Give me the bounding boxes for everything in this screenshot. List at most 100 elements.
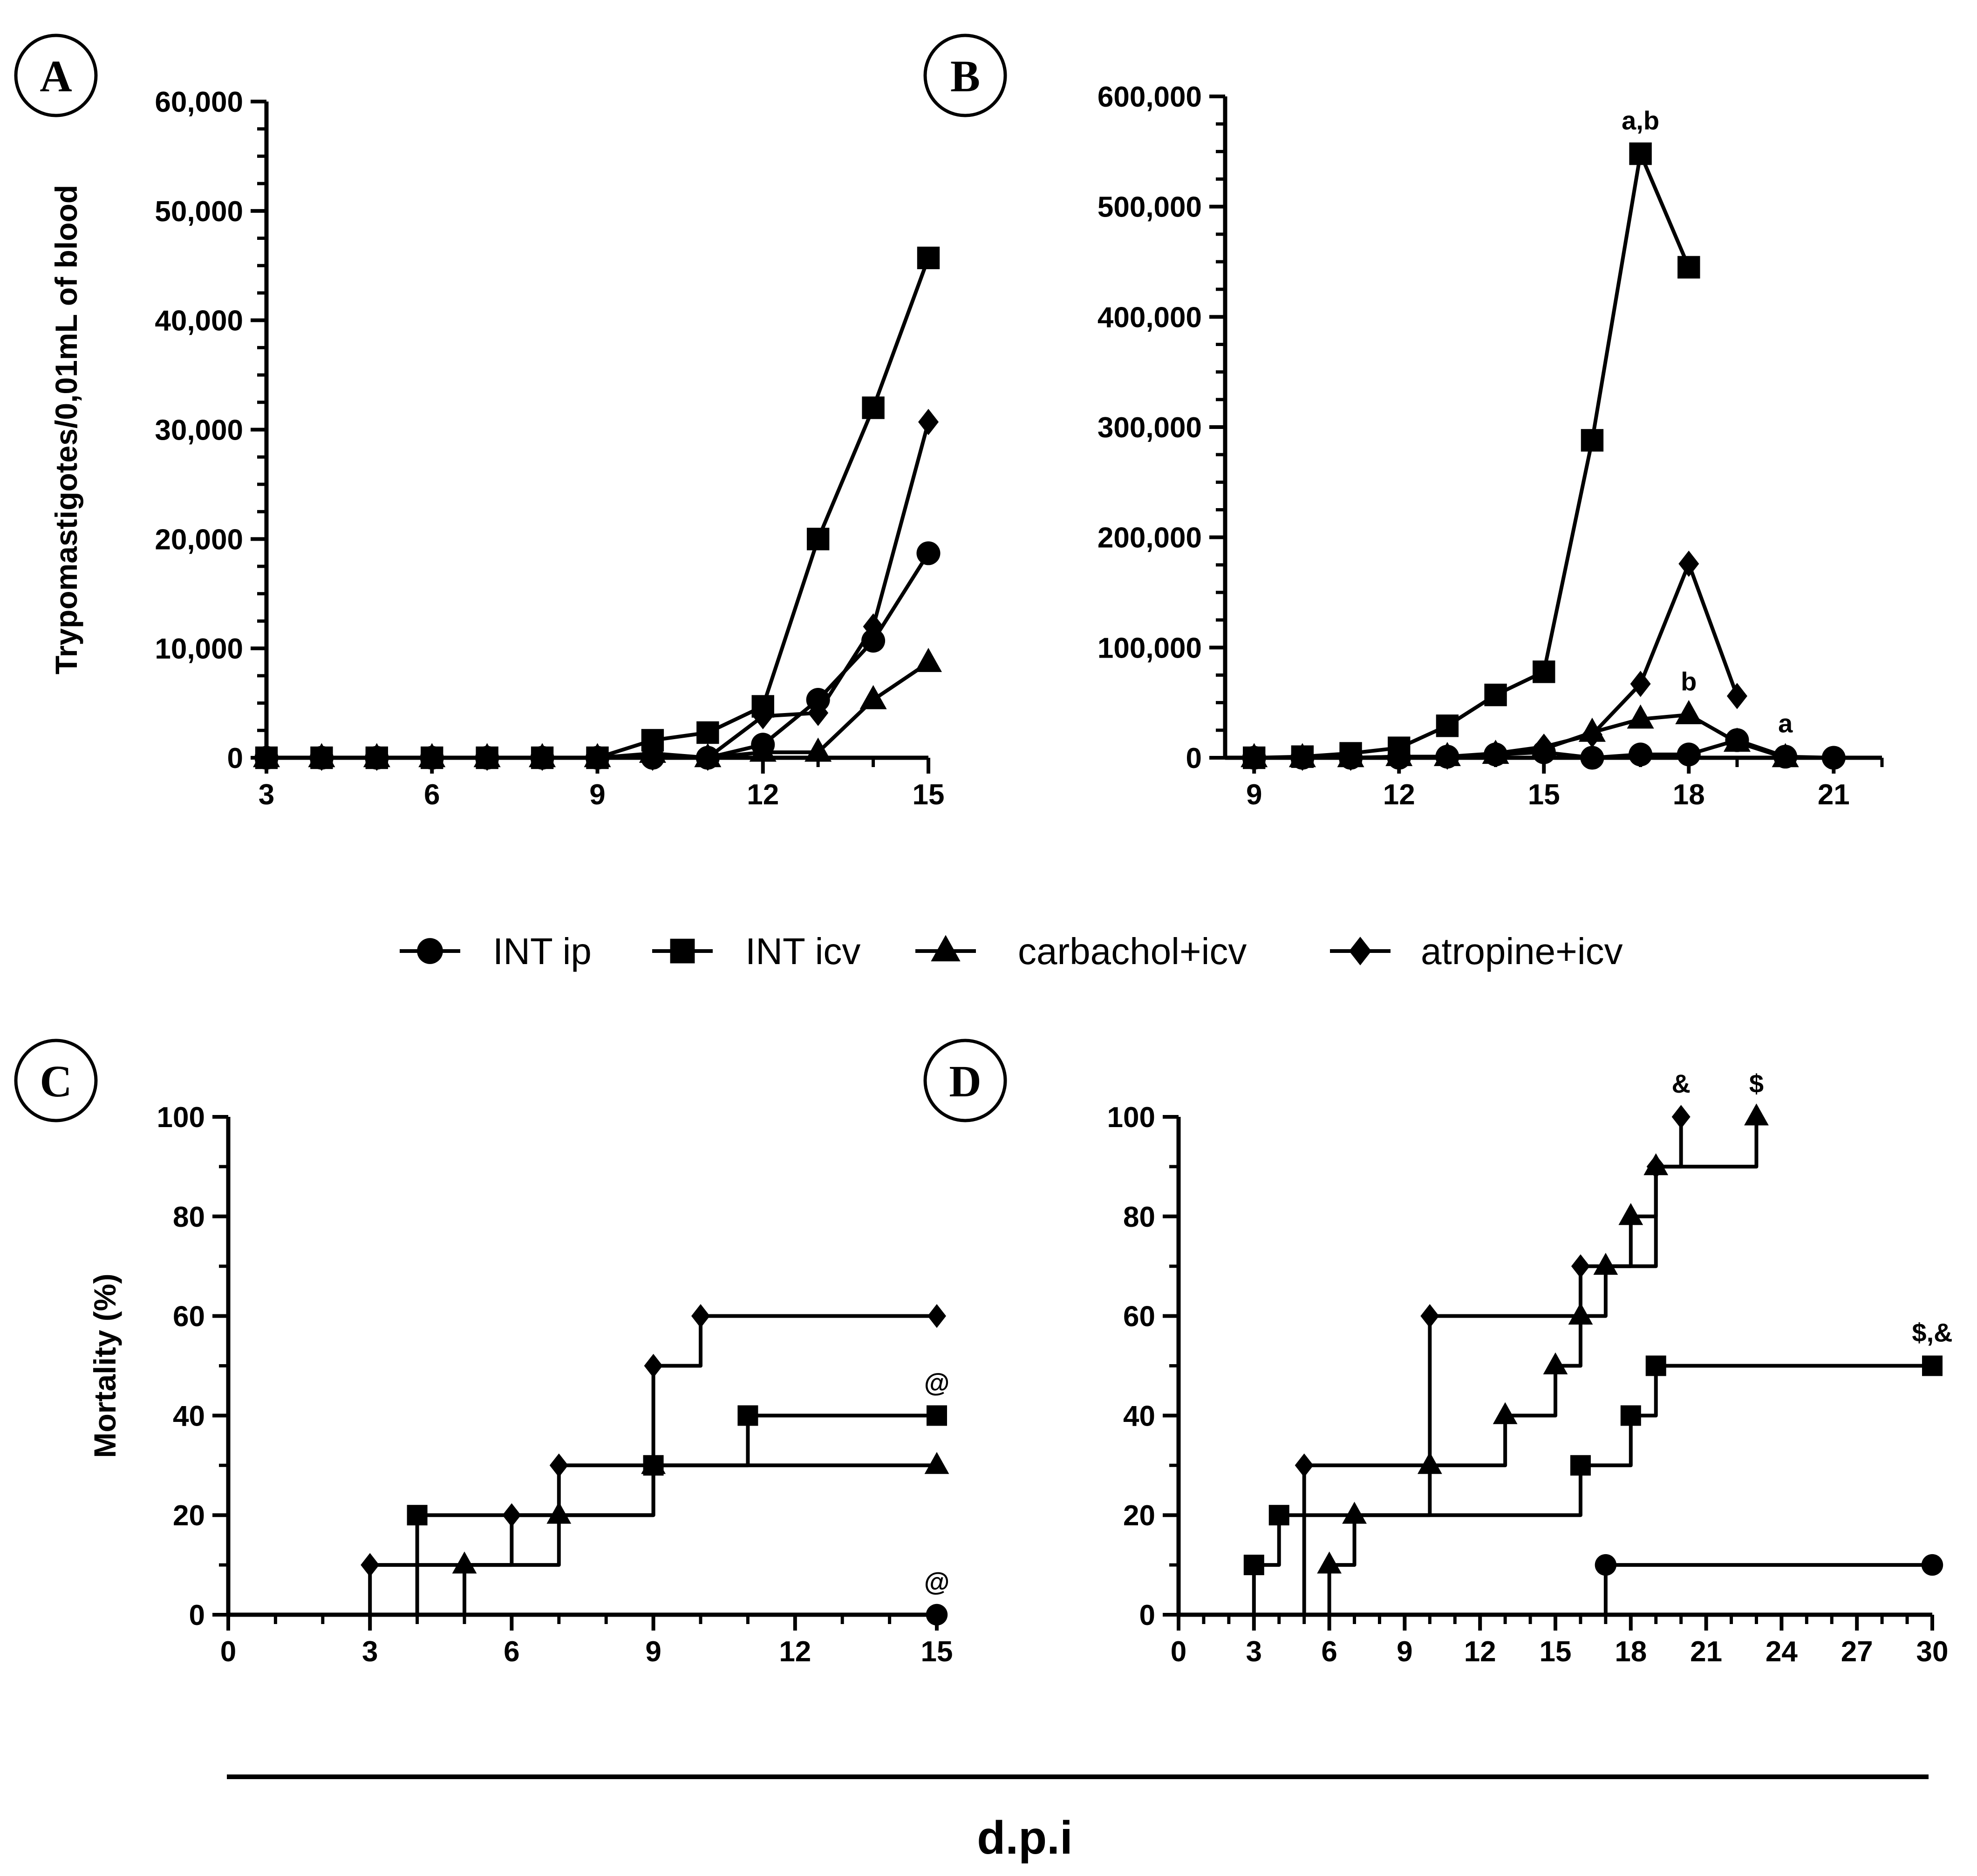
x-tick-label: 24: [1766, 1636, 1798, 1668]
data-point: [859, 685, 887, 709]
y-tick-label: 100: [1107, 1101, 1155, 1134]
y-tick-label: 500,000: [1098, 191, 1202, 224]
series-line: [1254, 152, 1691, 760]
x-tick-label: 21: [1690, 1636, 1722, 1668]
panel-letter: C: [40, 1056, 72, 1106]
data-point: [366, 744, 387, 771]
y-tick-label: 0: [1186, 742, 1202, 775]
data-point: [1595, 1554, 1617, 1576]
panel-a: 0 10,000 20,000 30,000 40,000 50,000 60,000 3 6 9…: [14, 34, 944, 811]
y-tick-label: 600,000: [1098, 81, 1202, 113]
series-carbachol-icv: [228, 1452, 949, 1617]
data-point: [422, 744, 443, 771]
data-point: [1484, 683, 1507, 707]
data-point: [1723, 727, 1751, 752]
annotation: a,b: [1622, 106, 1659, 135]
data-point: [1533, 660, 1555, 683]
data-point: [808, 700, 829, 726]
data-point: [1582, 721, 1602, 748]
data-point: [1772, 743, 1799, 768]
x-tick-label: 27: [1841, 1636, 1873, 1668]
x-tick-label: 18: [1615, 1636, 1647, 1668]
y-tick-label: 10,000: [155, 633, 243, 665]
data-point: [862, 396, 885, 419]
data-point: [1646, 1155, 1665, 1179]
annotation: $,&: [1912, 1318, 1952, 1347]
legend-item-int-ip: INT ip: [400, 931, 592, 972]
data-point: [532, 744, 553, 771]
data-point: [914, 648, 942, 672]
x-tick-label: 9: [645, 1636, 661, 1668]
y-tick-label: 60,000: [155, 86, 243, 118]
data-point: [452, 1551, 477, 1574]
x-tick-label: 15: [1528, 779, 1560, 811]
series-line: [266, 257, 930, 760]
x-tick-label: 18: [1673, 779, 1705, 811]
panel-b: 0 100,000 200,000 300,000 400,000 500,000 600,…: [923, 34, 1884, 811]
x-tick-label: 3: [1246, 1636, 1262, 1668]
data-point: [1630, 671, 1651, 697]
data-point: [1571, 1254, 1590, 1278]
data-point: [1543, 1352, 1568, 1374]
y-tick-label: 40: [1123, 1400, 1155, 1432]
y-tick-label: 0: [227, 742, 243, 775]
y-axis-title: Trypomastigotes/0,01mL of blood: [49, 185, 83, 674]
data-point: [1645, 1355, 1666, 1376]
legend-item-int-icv: INT icv: [652, 931, 860, 972]
y-tick-label: 100,000: [1098, 632, 1202, 664]
y-tick-label: 20,000: [155, 523, 243, 556]
data-point: [361, 1553, 380, 1577]
data-point: [1534, 734, 1554, 760]
data-point: [1485, 740, 1506, 767]
y-axis-title: Mortality (%): [88, 1274, 122, 1458]
series-atropine-icv: [1179, 1105, 1691, 1617]
data-point: [644, 1353, 663, 1378]
series-atropine-icv: [228, 1304, 946, 1617]
data-point: [1678, 551, 1699, 577]
data-point: [1620, 1405, 1641, 1426]
annotation: $: [1749, 1069, 1764, 1098]
data-point: [804, 737, 832, 762]
data-point: [1420, 1304, 1439, 1328]
legend-marker: [1349, 937, 1371, 965]
data-point: [1629, 142, 1652, 165]
series-int-icv: [255, 246, 940, 769]
data-point: [407, 1505, 428, 1526]
series-int-icv: [1179, 1355, 1943, 1617]
y-tick-label: 60: [1123, 1301, 1155, 1333]
data-point: [1243, 1555, 1264, 1576]
series-line: [266, 552, 930, 760]
y-tick-label: 60: [173, 1301, 205, 1333]
series-int-ip: [1179, 1554, 1943, 1617]
y-tick-label: 0: [189, 1599, 205, 1631]
x-tick-label: 0: [220, 1636, 236, 1668]
data-point: [1292, 744, 1313, 771]
series-line: [1179, 1563, 1932, 1617]
x-tick-label: 12: [747, 779, 779, 811]
panel-letter: A: [40, 51, 72, 101]
x-tick-label: 6: [424, 779, 440, 811]
legend-label: carbachol+icv: [1018, 931, 1247, 972]
y-tick-label: 0: [1139, 1599, 1155, 1631]
data-point: [916, 541, 941, 565]
panel-letter-circle: [923, 1039, 1007, 1122]
y-tick-label: 30,000: [155, 415, 243, 447]
panel-letter: D: [949, 1056, 981, 1106]
y-tick-label: 40,000: [155, 305, 243, 337]
data-point: [1570, 1455, 1591, 1476]
data-point: [642, 744, 663, 771]
legend-label: INT ip: [493, 931, 592, 972]
data-point: [863, 613, 884, 640]
series-line: [1179, 1117, 1683, 1617]
data-point: [1744, 1103, 1769, 1126]
bottom-axis: d.p.i: [227, 1774, 1929, 1864]
x-tick-label: 12: [1464, 1636, 1496, 1668]
annotation: &: [1671, 1069, 1690, 1098]
data-point: [1317, 1551, 1342, 1574]
panel-letter-circle: [14, 34, 98, 117]
data-point: [1389, 743, 1410, 770]
series-line: [266, 421, 930, 760]
x-tick-label: 3: [259, 779, 274, 811]
series-carbachol-icv: [1179, 1103, 1769, 1617]
data-point: [477, 744, 498, 771]
